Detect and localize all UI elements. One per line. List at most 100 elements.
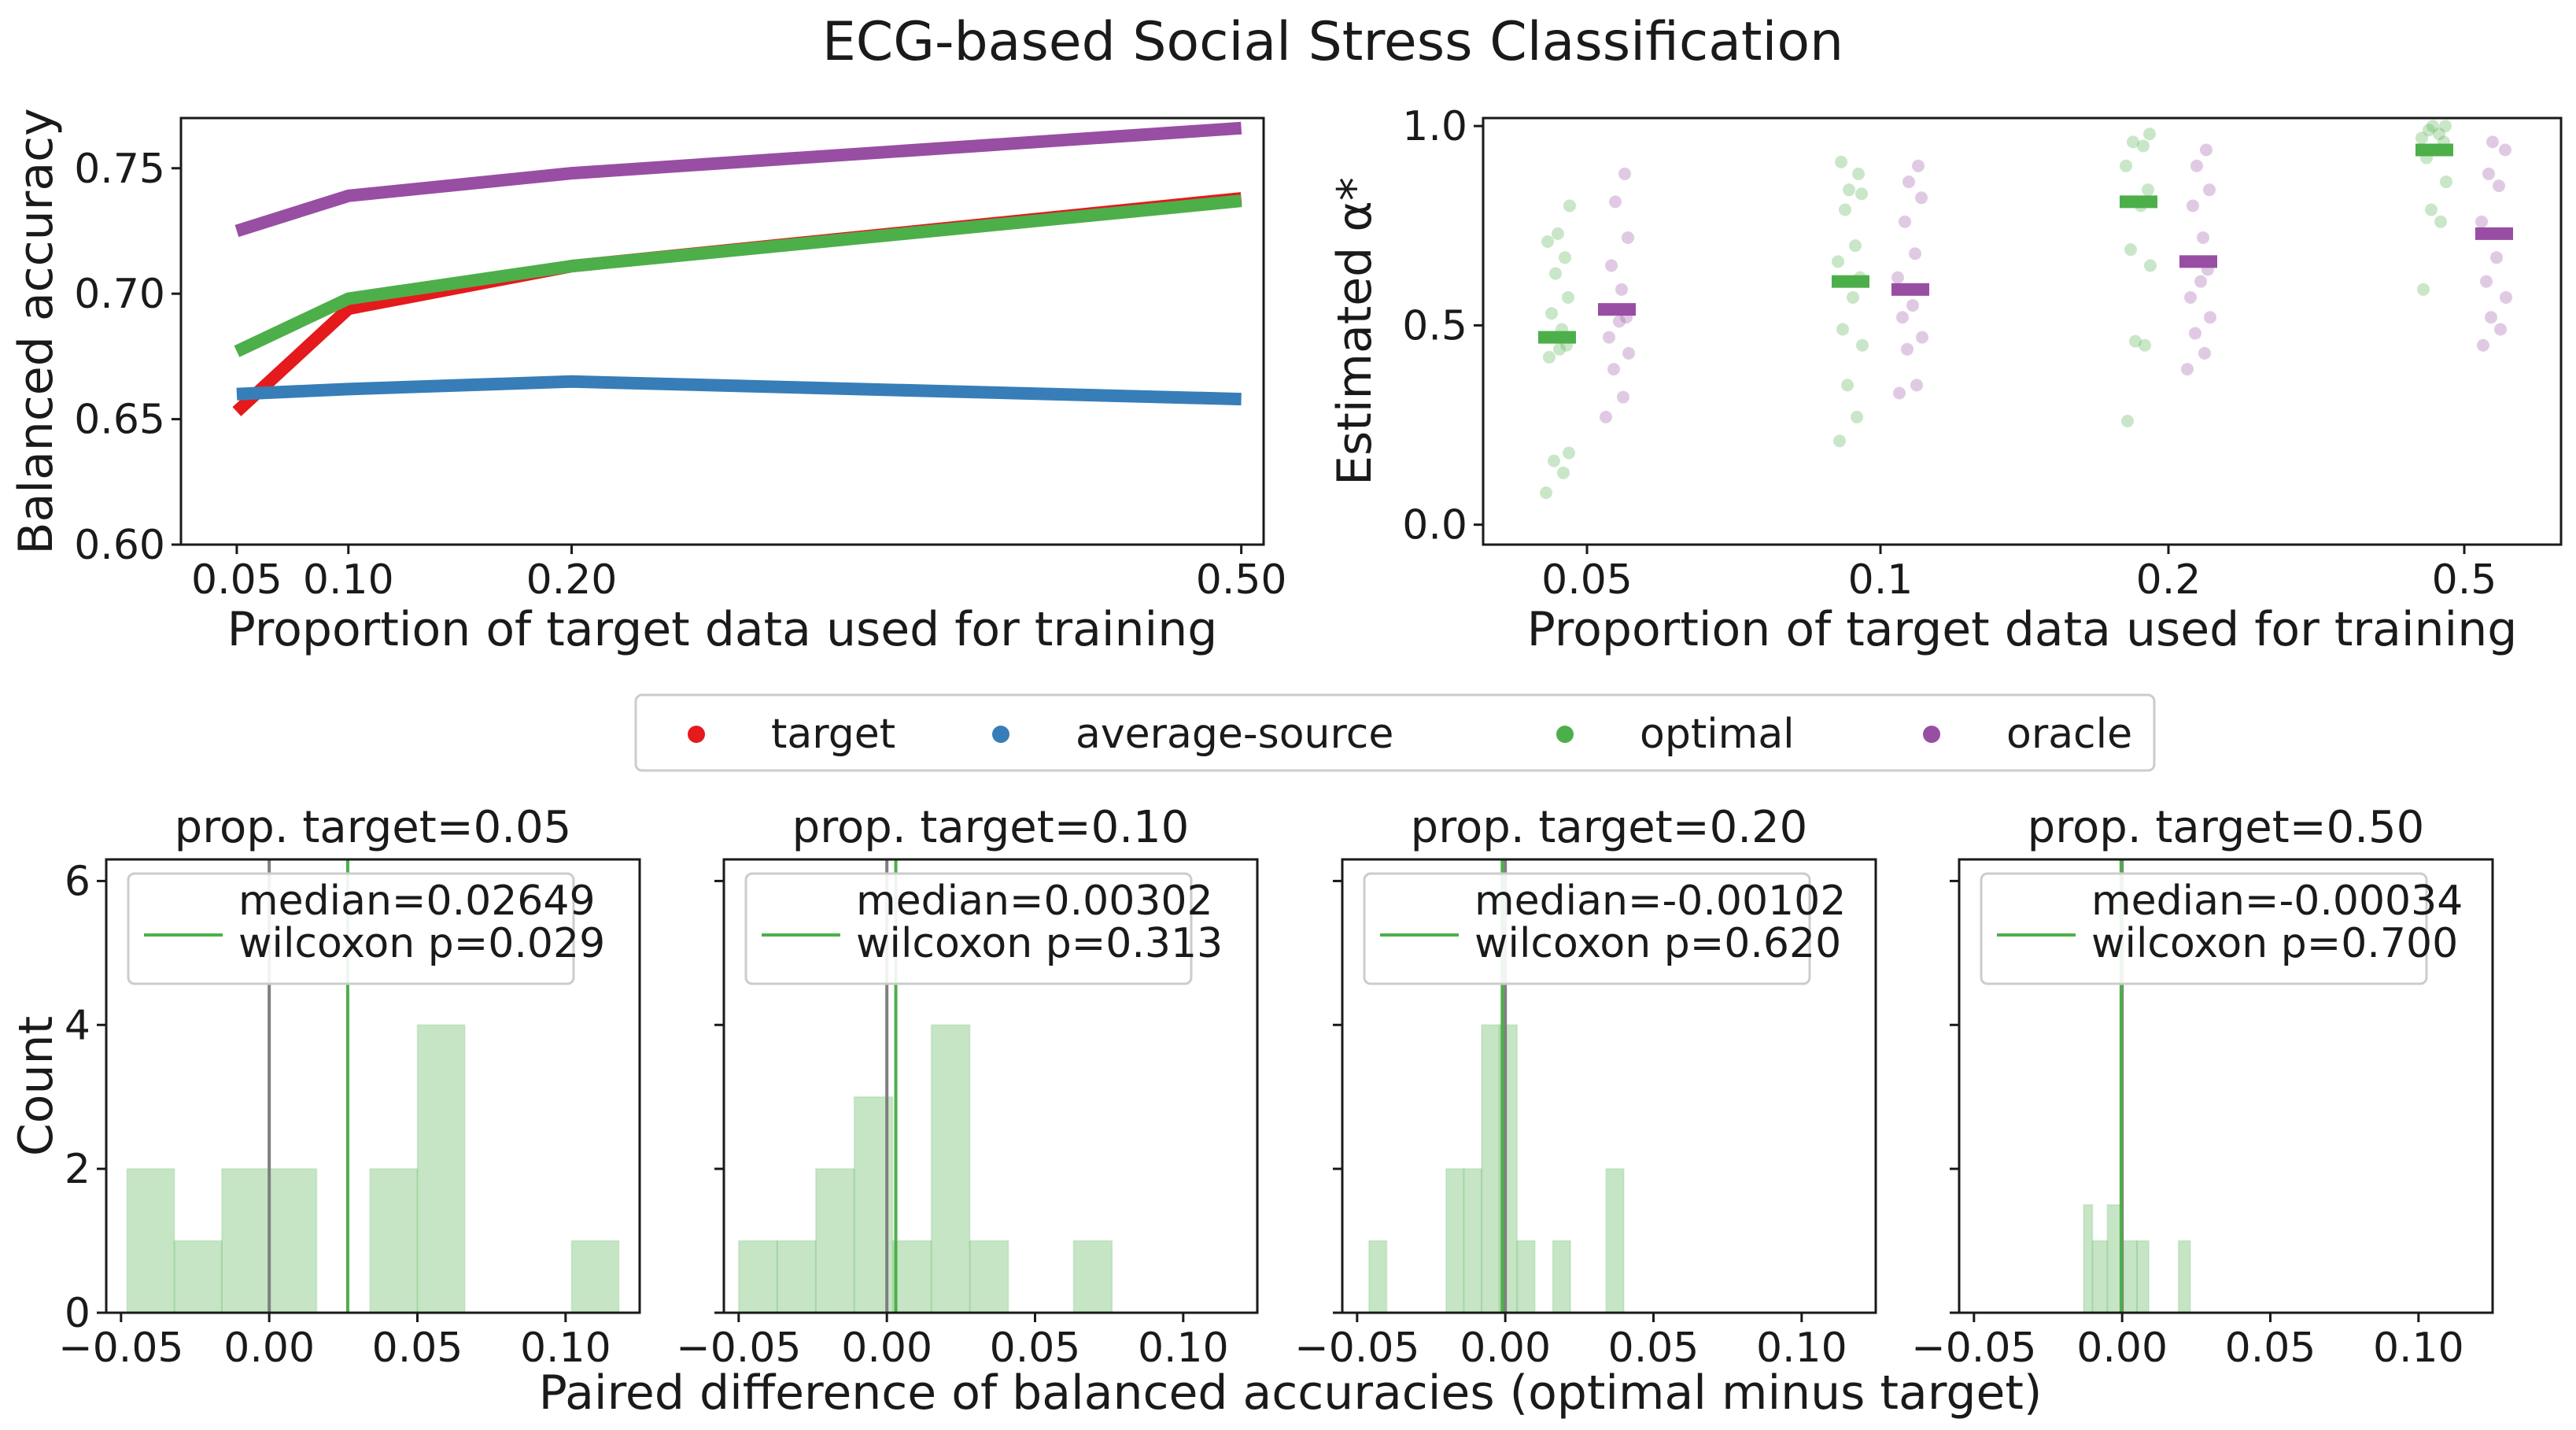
wilcoxon-legend-text: wilcoxon p=0.620	[1474, 920, 1841, 967]
series-line-oracle	[234, 121, 1242, 238]
alpha-point-oracle	[1617, 390, 1629, 404]
alpha-point-oracle	[2187, 199, 2199, 212]
histogram-bar	[1367, 1240, 1388, 1314]
alpha-point-oracle	[2493, 179, 2505, 193]
x-tick-label: 0.5	[2432, 556, 2497, 604]
alpha-point-oracle	[1615, 283, 1628, 296]
x-tick-label: 0.05	[191, 556, 282, 604]
x-tick-label: 0.05	[1608, 1325, 1699, 1372]
alpha-point-oracle	[2485, 311, 2497, 324]
median-marker-optimal	[2120, 195, 2157, 209]
alpha-point-optimal	[1563, 199, 1576, 212]
alpha-point-optimal	[1563, 446, 1575, 460]
alpha-point-oracle	[1618, 167, 1631, 180]
histogram-bar	[126, 1168, 175, 1314]
alpha-point-optimal	[1855, 187, 1868, 201]
y-axis-label: Count	[9, 1016, 64, 1156]
alpha-point-optimal	[2425, 203, 2438, 216]
alpha-point-oracle	[1891, 271, 1904, 284]
histogram-bar	[737, 1240, 778, 1314]
median-legend-text: median=0.00302	[856, 878, 1213, 925]
alpha-point-optimal	[1841, 379, 1854, 392]
alpha-point-oracle	[1899, 215, 1911, 228]
alpha-point-optimal	[1835, 155, 1847, 168]
legend-marker-optimal	[1556, 726, 1574, 743]
alpha-point-oracle	[2189, 327, 2201, 340]
alpha-point-optimal	[1562, 290, 1574, 304]
alpha-point-oracle	[2197, 231, 2209, 244]
x-tick-label: −0.05	[676, 1325, 801, 1372]
plot-frame	[722, 858, 1259, 1314]
subplot-title: prop. target=0.50	[2028, 802, 2425, 853]
histogram-bar	[570, 1240, 620, 1314]
alpha-point-optimal	[1541, 235, 1554, 249]
x-tick-label: 0.10	[2373, 1325, 2464, 1372]
alpha-point-optimal	[2124, 243, 2137, 257]
alpha-point-optimal	[1540, 486, 1552, 500]
plot-frame	[1482, 116, 2563, 546]
plot-frame	[179, 116, 1265, 546]
alpha-point-oracle	[1902, 176, 1915, 189]
alpha-point-optimal	[1557, 466, 1570, 479]
alpha-point-optimal	[2440, 176, 2452, 189]
alpha-point-optimal	[1851, 410, 1863, 423]
alpha-point-oracle	[1607, 363, 1620, 376]
x-tick-label: 0.05	[2225, 1325, 2316, 1372]
alpha-point-oracle	[1912, 159, 1925, 172]
y-axis-label: Balanced accuracy	[9, 108, 64, 554]
alpha-point-oracle	[1893, 386, 1906, 400]
alpha-point-optimal	[2121, 414, 2134, 427]
median-marker-optimal	[1832, 275, 1869, 288]
alpha-point-optimal	[2417, 283, 2430, 296]
alpha-point-oracle	[2194, 275, 2207, 288]
subplot-title: prop. target=0.05	[175, 802, 572, 853]
alpha-point-optimal	[1847, 290, 1859, 304]
y-tick-label: 0.70	[74, 271, 165, 318]
alpha-point-oracle	[1896, 311, 1909, 324]
histogram-bar	[969, 1240, 1009, 1314]
wilcoxon-legend-text: wilcoxon p=0.700	[2091, 920, 2458, 967]
x-tick-label: 0.10	[520, 1325, 611, 1372]
x-tick-label: 0.00	[841, 1325, 932, 1372]
alpha-point-oracle	[1901, 342, 1914, 356]
y-tick-label: 0.75	[74, 146, 165, 193]
x-tick-label: −0.05	[58, 1325, 183, 1372]
histogram-0.05: prop. target=0.05 median=0.02649wilcoxon …	[9, 802, 641, 1372]
legend-label-average-source: average-source	[1076, 711, 1393, 758]
histogram-bar	[2136, 1240, 2150, 1314]
alpha-point-optimal	[1545, 307, 1558, 320]
x-tick-label: −0.05	[1911, 1325, 2036, 1372]
alpha-point-optimal	[1843, 183, 1855, 197]
y-tick-label: 0	[65, 1290, 90, 1337]
histogram-bar	[2083, 1203, 2094, 1314]
x-tick-label: 0.05	[1541, 556, 1633, 604]
legend-marker-target	[688, 726, 705, 743]
x-tick-label: 0.10	[1138, 1325, 1229, 1372]
alpha-point-optimal	[2137, 139, 2150, 153]
alpha-point-oracle	[1600, 410, 1612, 423]
x-axis-label: Proportion of target data used for train…	[1527, 602, 2518, 657]
median-legend-text: median=-0.00034	[2091, 878, 2463, 925]
alpha-point-optimal	[2144, 259, 2157, 272]
alpha-point-oracle	[2477, 338, 2489, 352]
alpha-point-oracle	[2198, 346, 2211, 360]
alpha-point-optimal	[1553, 342, 1566, 356]
figure-title: ECG-based Social Stress Classification	[822, 11, 1843, 73]
histogram-0.50: prop. target=0.50 median=-0.00034wilcoxon…	[1911, 802, 2494, 1372]
legend-label-optimal: optimal	[1640, 711, 1795, 758]
histogram-bar	[1516, 1240, 1536, 1314]
alpha-point-oracle	[2203, 183, 2216, 197]
x-tick-label: −0.05	[1294, 1325, 1419, 1372]
median-legend-text: median=0.02649	[238, 878, 596, 925]
alpha-point-oracle	[1910, 379, 1923, 392]
median-legend-frame	[1980, 872, 2428, 985]
median-marker-oracle	[2475, 227, 2513, 240]
alpha-point-optimal	[2143, 127, 2156, 141]
y-tick-label: 0.65	[74, 397, 165, 444]
histogram-0.10: prop. target=0.10 median=0.00302wilcoxon …	[676, 802, 1259, 1372]
alpha-point-optimal	[1559, 251, 1571, 264]
alpha-point-oracle	[1622, 346, 1635, 360]
alpha-point-oracle	[2494, 323, 2507, 336]
alpha-point-oracle	[2482, 167, 2495, 180]
alpha-point-optimal	[2439, 120, 2452, 133]
